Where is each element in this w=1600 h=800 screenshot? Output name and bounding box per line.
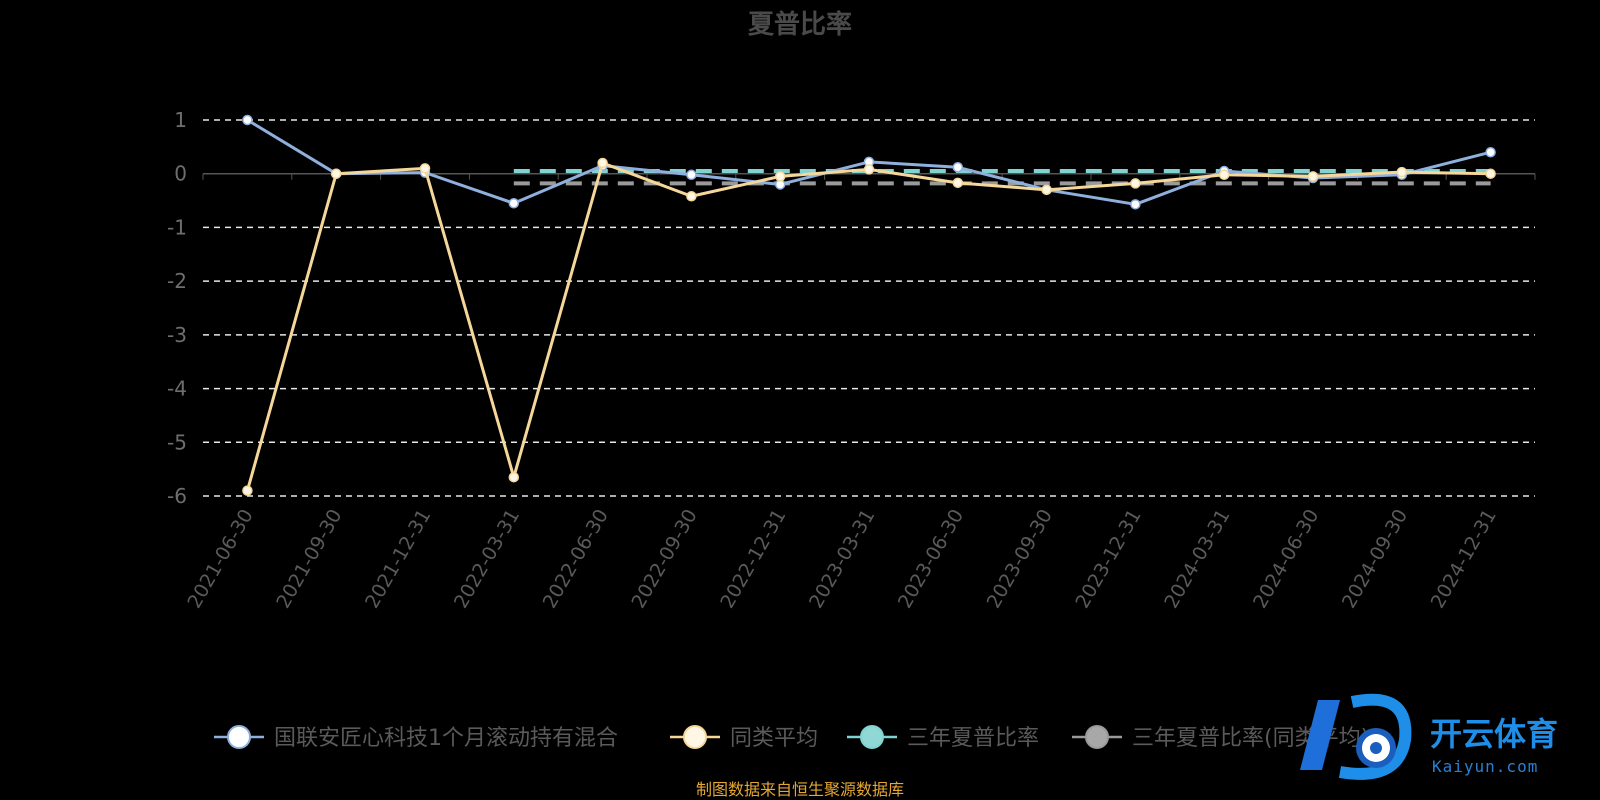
data-point (1041, 184, 1052, 196)
x-tick-label: 2022-09-30 (627, 506, 701, 613)
legend[interactable]: 国联安匠心科技1个月滚动持有混合 同类平均 三年夏普比率 三年夏普比率(同类平均) (214, 725, 1369, 751)
data-point (1396, 166, 1408, 178)
data-point (1130, 178, 1141, 189)
legend-item-2[interactable]: 三年夏普比率 (847, 725, 1039, 751)
legend-label: 三年夏普比率(同类平均) (1132, 726, 1369, 751)
data-point (508, 471, 520, 483)
data-point (1130, 199, 1141, 210)
watermark-brand: 开云体育 (1430, 715, 1558, 753)
legend-label: 三年夏普比率 (907, 726, 1039, 751)
legend-marker (227, 725, 251, 749)
data-point (597, 157, 608, 169)
series-lines (242, 114, 1496, 496)
data-point (330, 168, 342, 179)
legend-marker (860, 725, 884, 749)
x-tick-label: 2023-03-31 (805, 506, 879, 613)
x-tick-label: 2021-06-30 (183, 506, 257, 613)
watermark-logo: 开云体育 Kaiyun.com (1300, 693, 1558, 780)
y-tick-label: -1 (167, 215, 187, 239)
data-point (1485, 146, 1496, 158)
legend-marker (1085, 725, 1109, 749)
grid-lines (203, 119, 1535, 497)
data-point (863, 164, 875, 175)
data-point (1218, 169, 1230, 181)
reference-lines (513, 169, 1491, 186)
data-point (508, 198, 520, 209)
watermark-domain: Kaiyun.com (1432, 757, 1538, 776)
x-tick-label: 2023-09-30 (983, 506, 1057, 613)
y-tick-label: 1 (174, 108, 187, 132)
y-tick-label: -3 (167, 323, 187, 347)
y-tick-label: -2 (167, 269, 187, 293)
x-tick-label: 2023-06-30 (894, 506, 968, 613)
x-tick-label: 2024-09-30 (1338, 506, 1412, 613)
y-tick-label: 0 (174, 162, 187, 186)
x-tick-label: 2022-06-30 (539, 506, 613, 613)
y-tick-label: -4 (167, 377, 187, 401)
x-tick-label: 2021-12-31 (361, 506, 435, 613)
x-tick-label: 2024-12-31 (1427, 506, 1501, 613)
data-point (774, 171, 786, 182)
y-tick-label: -5 (167, 430, 187, 454)
x-tick-label: 2024-03-31 (1160, 506, 1234, 613)
x-tick-label: 2023-12-31 (1071, 506, 1145, 613)
legend-marker (683, 725, 707, 749)
x-tick-label: 2024-06-30 (1249, 506, 1323, 613)
data-source-note: 制图数据来自恒生聚源数据库 (696, 780, 904, 799)
data-point (242, 485, 253, 496)
x-tick-label: 2022-12-31 (716, 506, 790, 613)
kaiyun-logo-icon (1300, 693, 1412, 780)
data-point (1485, 168, 1496, 179)
data-point (1307, 171, 1319, 182)
x-tick-label: 2022-03-31 (450, 506, 524, 613)
legend-label: 国联安匠心科技1个月滚动持有混合 (274, 726, 618, 751)
data-point (952, 177, 964, 189)
legend-item-0[interactable]: 国联安匠心科技1个月滚动持有混合 (214, 725, 618, 751)
y-axis: 1 0 -1 -2 -3 -4 -5 -6 (167, 108, 187, 508)
data-point (686, 191, 697, 202)
y-tick-label: -6 (167, 484, 187, 508)
data-point (686, 169, 697, 181)
legend-item-1[interactable]: 同类平均 (670, 725, 818, 751)
chart-title: 夏普比率 (748, 9, 852, 40)
data-point (952, 162, 964, 173)
x-axis: 2021-06-30 2021-09-30 2021-12-31 2022-03-31… (183, 172, 1536, 613)
legend-label: 同类平均 (730, 726, 818, 751)
x-tick-label: 2021-09-30 (272, 506, 346, 613)
series-line-1 (245, 161, 1491, 492)
data-point (242, 114, 253, 126)
data-point (419, 163, 431, 174)
